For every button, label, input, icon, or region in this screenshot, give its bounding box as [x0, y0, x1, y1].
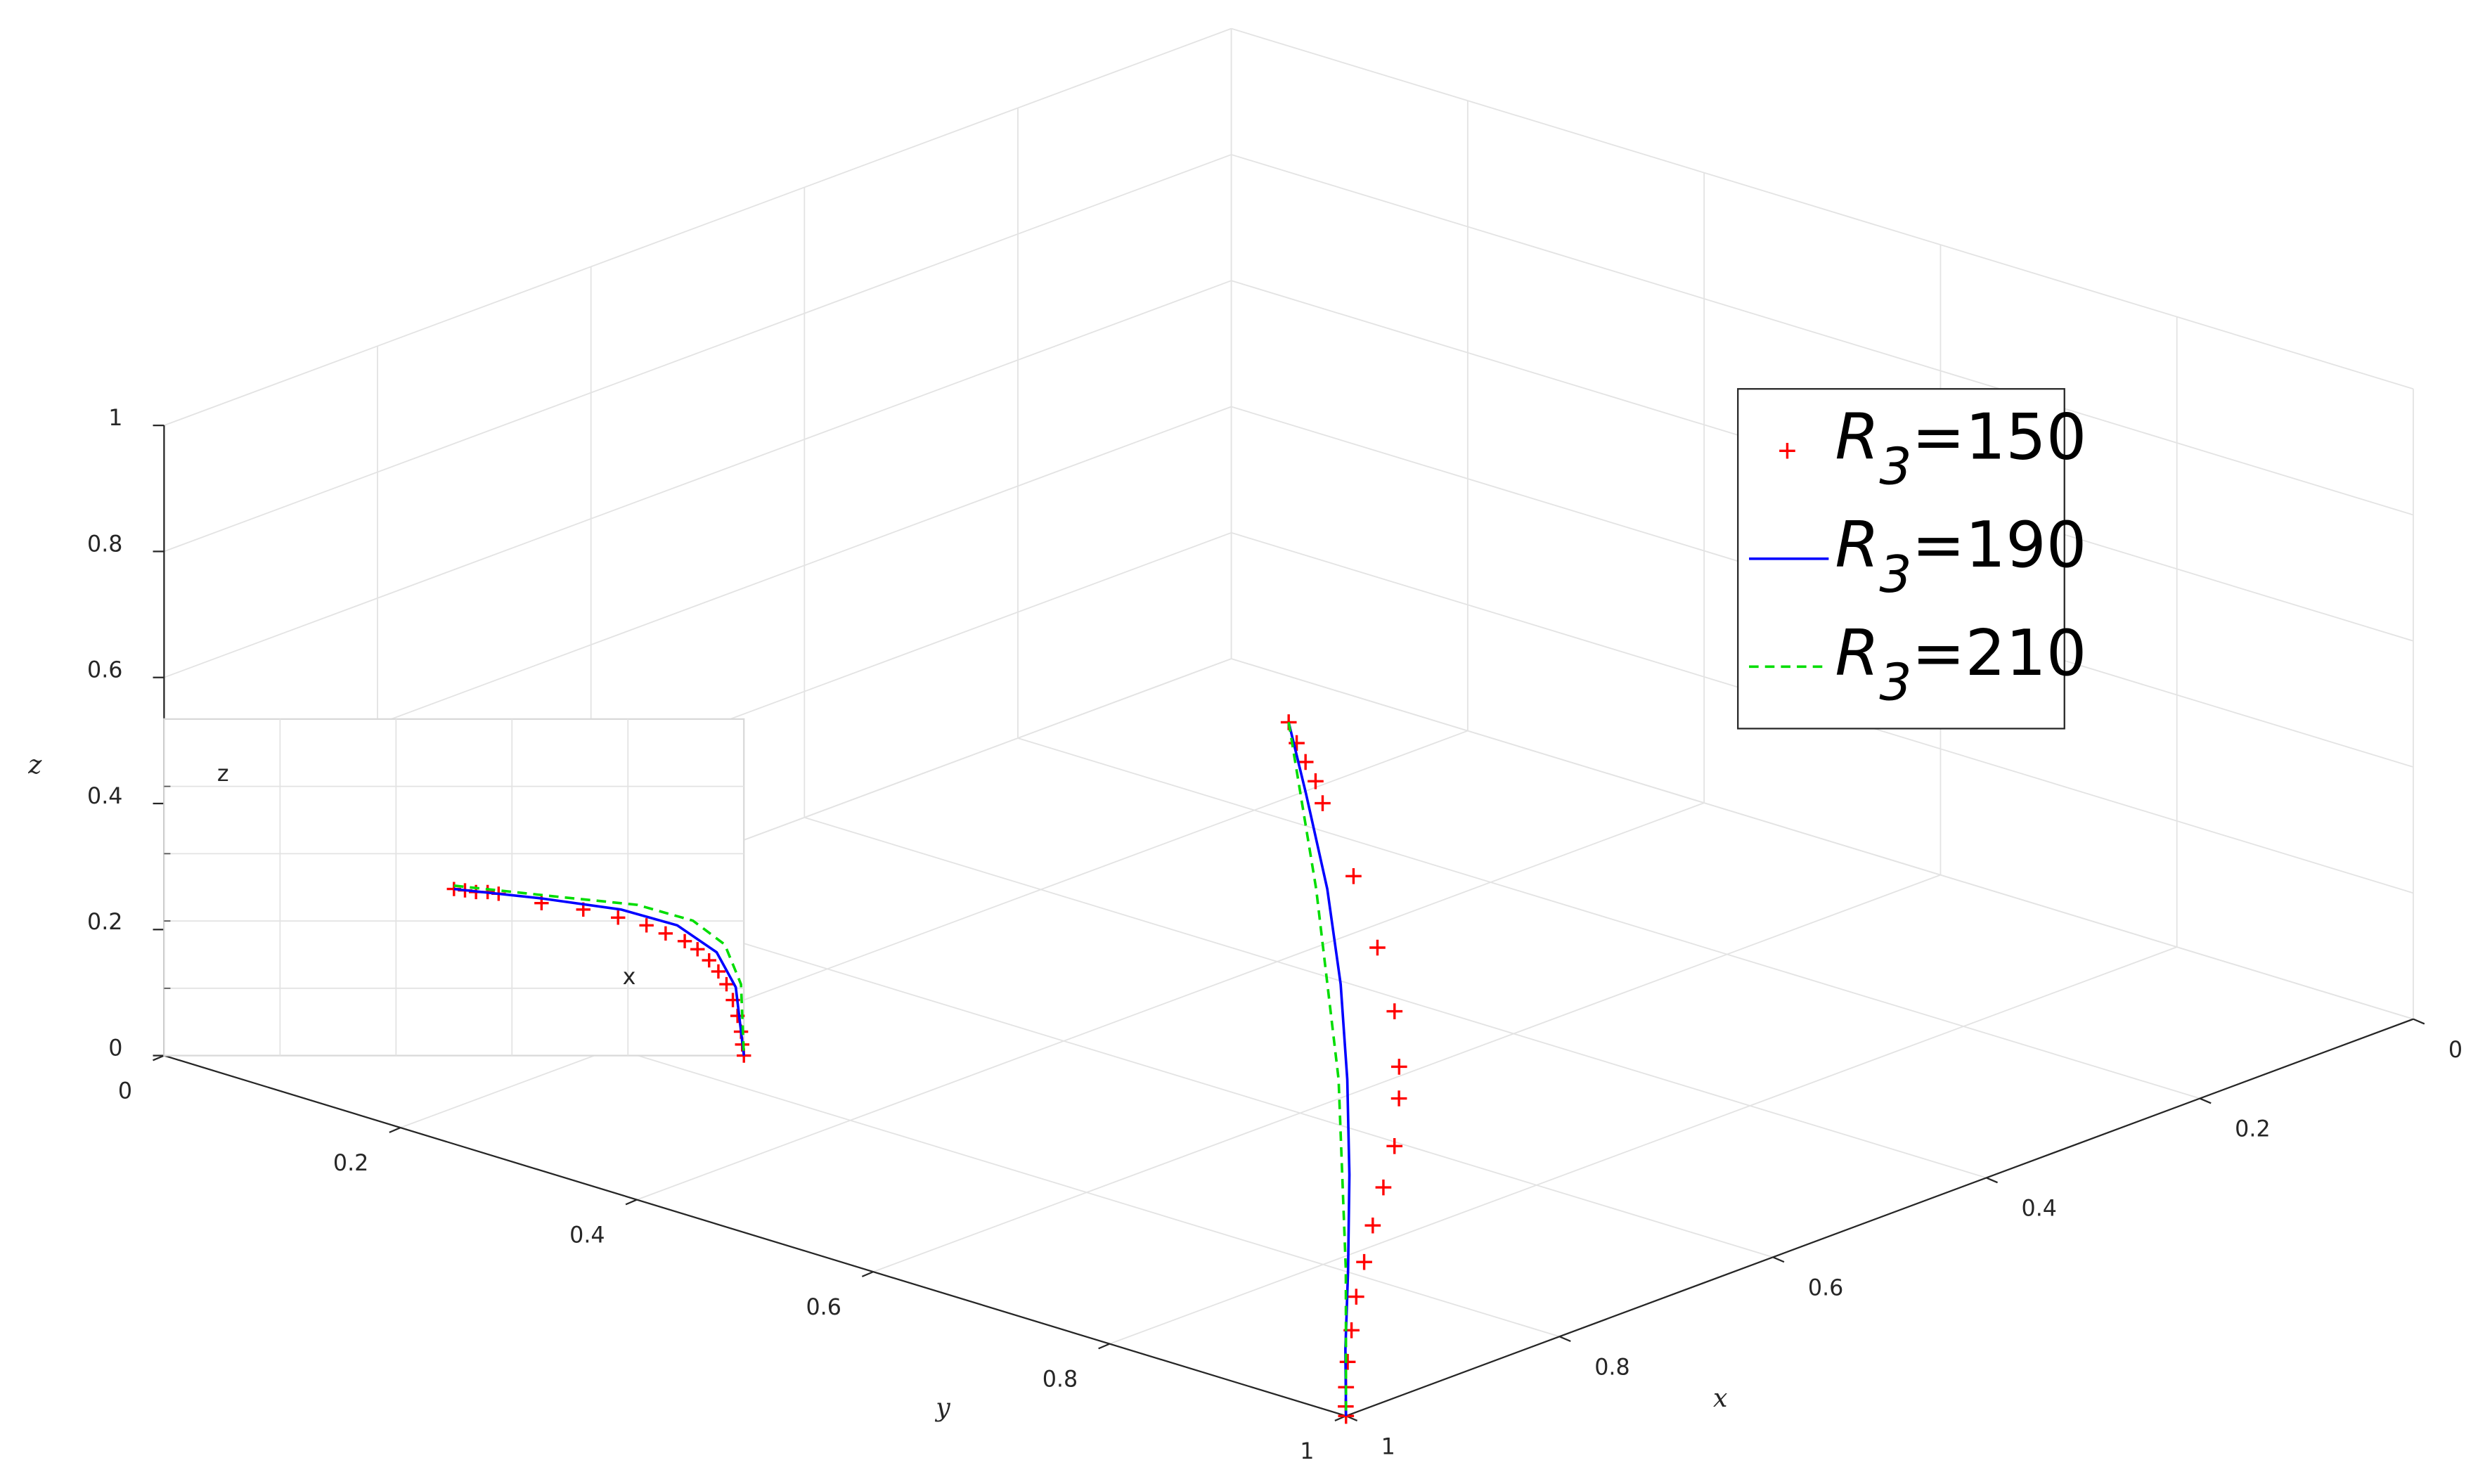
grid-line	[872, 874, 1941, 1272]
tick-mark	[389, 1127, 401, 1133]
tick-mark	[625, 1199, 638, 1206]
data-point	[1390, 1059, 1407, 1075]
data-line	[1287, 721, 1351, 1417]
grid-line	[1231, 154, 2414, 516]
grid-line	[164, 154, 1232, 553]
data-point	[658, 926, 673, 941]
data-point	[639, 918, 654, 933]
data-point	[1390, 1090, 1407, 1106]
grid-line	[1231, 27, 2414, 390]
tick-mark	[153, 1054, 164, 1062]
plot-area: x y z 0 0.2 0.4 0.6 0.8 1 0 0.2 0.4 0.6 0.8 1 0 0.2 0.…	[27, 27, 2463, 1464]
tick-mark	[1986, 1177, 1999, 1184]
y-tick-label: 0.4	[569, 1223, 605, 1249]
data-point	[1315, 795, 1331, 811]
x-tick-label: 0.2	[2235, 1117, 2270, 1142]
data-point	[1364, 1217, 1381, 1234]
data-point	[1308, 773, 1324, 789]
tick-mark	[1098, 1343, 1110, 1350]
grid-line	[1017, 737, 2200, 1099]
grid-line	[1109, 946, 2178, 1345]
x-tick-label: 1	[1381, 1434, 1395, 1459]
inset-x-label: x	[623, 964, 636, 990]
z-tick-label: 0	[108, 1036, 122, 1062]
y-axis-label: y	[934, 1393, 950, 1423]
y-axis	[164, 1054, 1347, 1417]
tick-mark	[861, 1271, 874, 1277]
z-tick-label: 0.2	[87, 910, 122, 935]
data-point	[611, 910, 626, 925]
grid-line	[590, 896, 1774, 1258]
z-tick-label: 0.6	[87, 658, 122, 683]
data-point	[711, 964, 726, 979]
data-point	[677, 934, 692, 948]
data-line	[453, 887, 746, 1056]
grid-line	[164, 280, 1232, 678]
grid-line	[636, 802, 1705, 1201]
legend-label: R3=190	[1835, 508, 2086, 605]
grid-line	[1231, 658, 2414, 1020]
tick-mark	[2413, 1018, 2425, 1025]
y-tick-label: 0	[118, 1079, 132, 1104]
legend-label: R3=210	[1835, 617, 2086, 713]
grid-line	[400, 730, 1469, 1128]
tick-mark	[2199, 1097, 2212, 1104]
data-point	[1386, 1138, 1403, 1154]
data-point	[1369, 939, 1386, 956]
legend-label: R3=150	[1835, 401, 2086, 497]
z-tick-label: 0.4	[87, 784, 122, 809]
data-line	[453, 884, 746, 1056]
tick-mark	[1772, 1256, 1785, 1263]
x-axis	[1345, 1018, 2414, 1417]
y-tick-label: 0.8	[1043, 1367, 1078, 1393]
data-line	[1287, 722, 1348, 1417]
y-tick-label: 0.6	[806, 1295, 841, 1320]
data-point	[1356, 1253, 1372, 1270]
data-point	[1375, 1179, 1392, 1196]
data-point	[690, 942, 705, 957]
tick-mark	[1558, 1336, 1571, 1343]
x-tick-label: 0.8	[1594, 1355, 1629, 1380]
x-tick-label: 0	[2448, 1038, 2463, 1063]
inset-y-label: z	[217, 761, 229, 787]
x-axis-label: x	[1713, 1383, 1727, 1413]
legend-marker	[1779, 442, 1795, 459]
data-point	[1348, 1289, 1364, 1305]
y-tick-label: 0.2	[333, 1151, 368, 1176]
data-point	[1297, 754, 1314, 770]
data-point	[1386, 1003, 1403, 1019]
grid-line	[804, 817, 1987, 1179]
data-point	[702, 953, 716, 968]
data-point	[1345, 868, 1362, 884]
z-tick-label: 1	[108, 406, 122, 431]
x-tick-label: 0.6	[1808, 1276, 1843, 1301]
z-tick-label: 0.8	[87, 531, 122, 557]
x-tick-label: 0.4	[2022, 1196, 2057, 1222]
data-point	[719, 976, 734, 992]
data-point	[1339, 1354, 1356, 1370]
grid-line	[164, 27, 1232, 426]
z-axis-label: z	[27, 749, 42, 780]
y-tick-label: 1	[1300, 1439, 1314, 1464]
